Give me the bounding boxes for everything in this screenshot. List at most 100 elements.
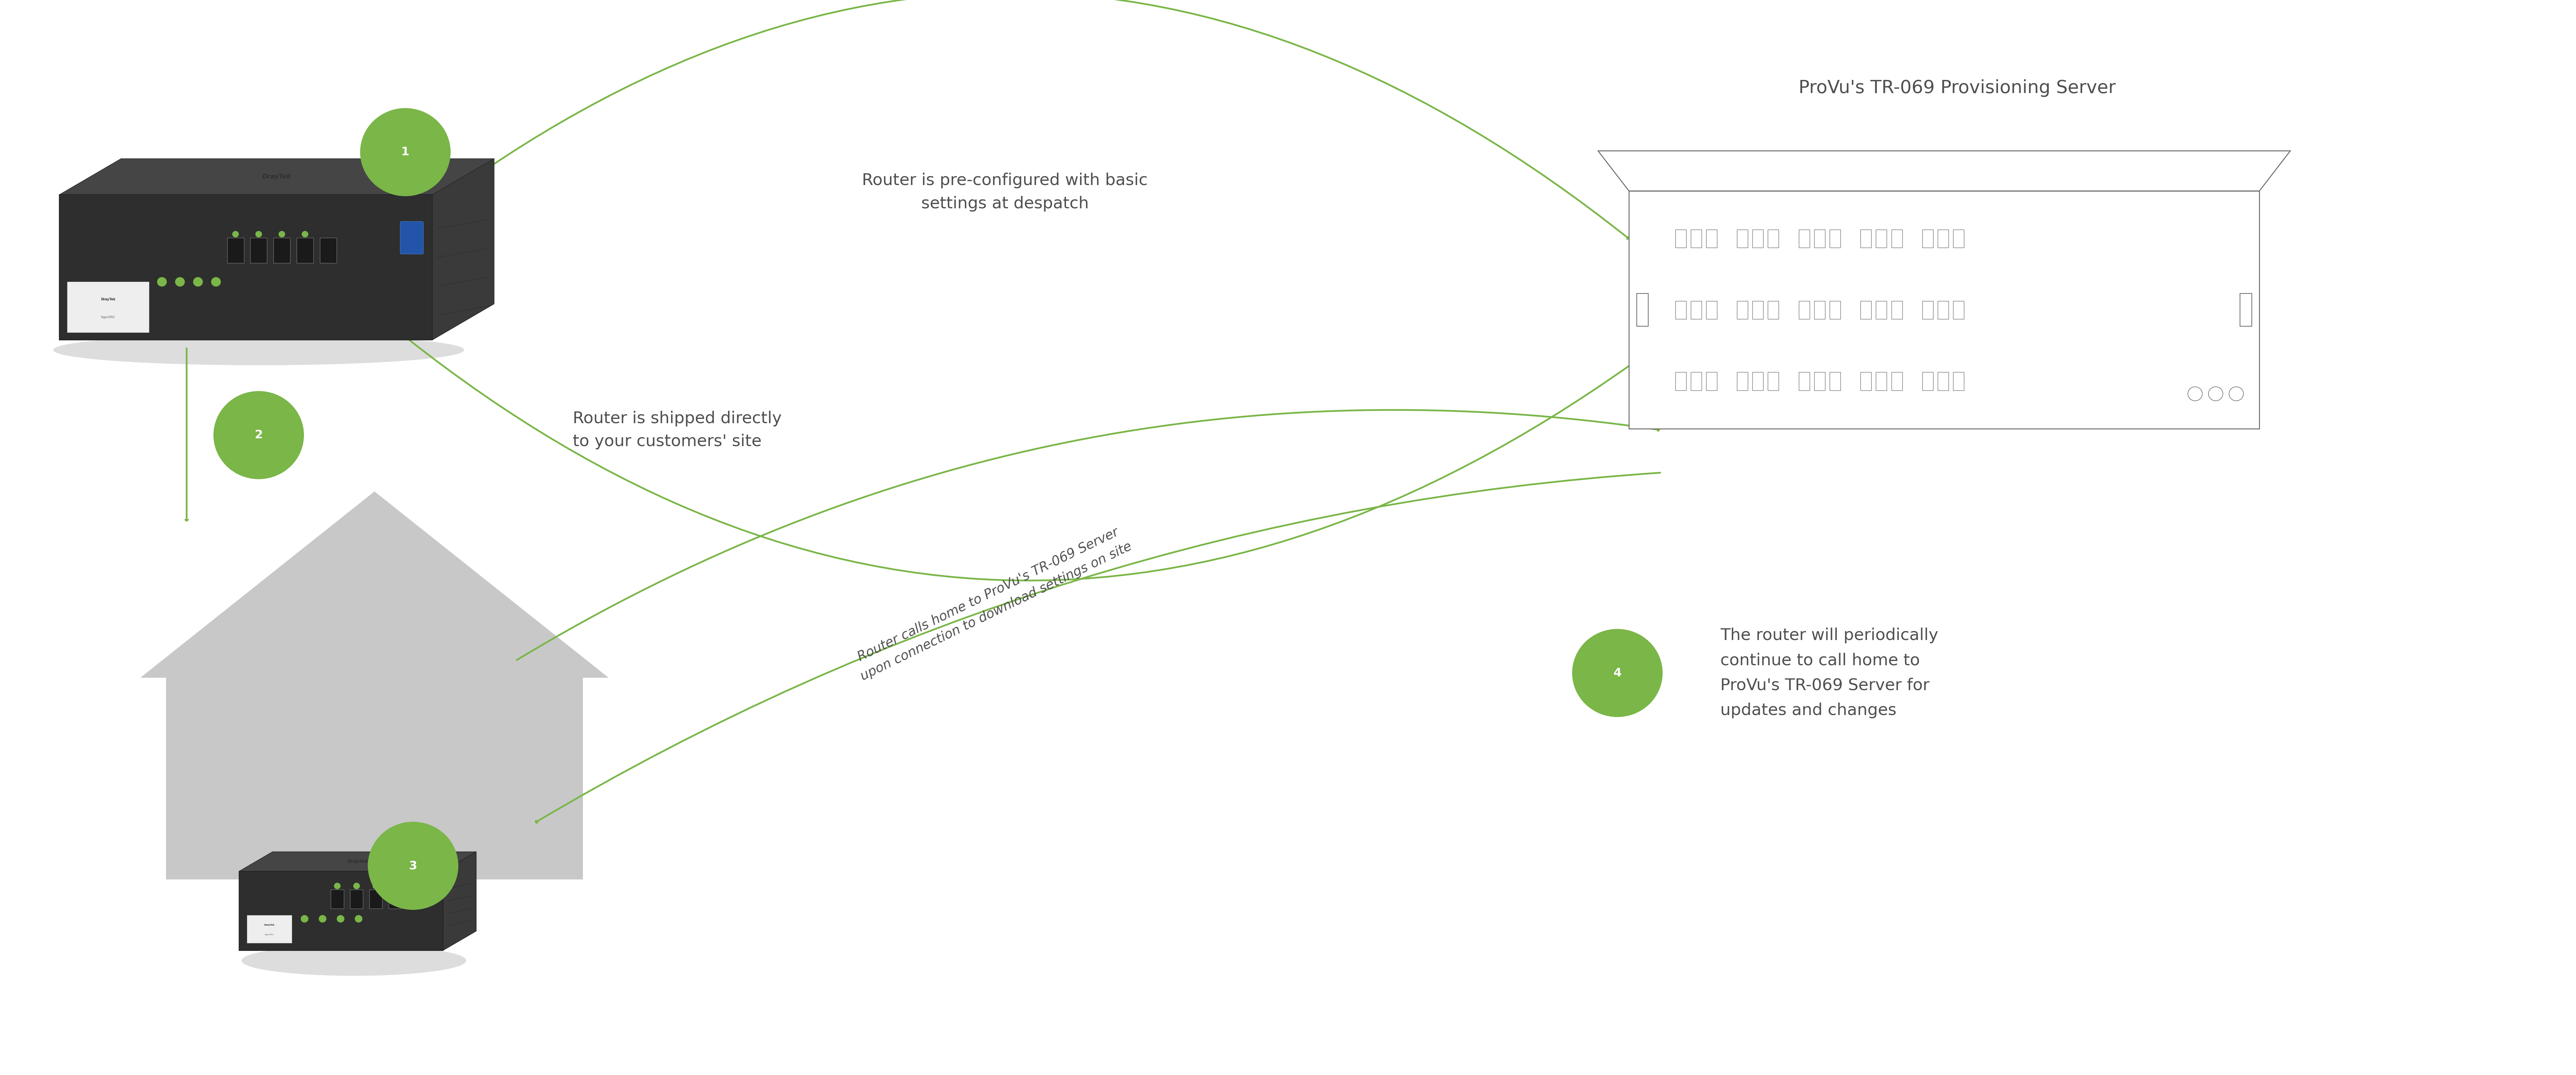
Text: DrayTek: DrayTek [348, 859, 368, 864]
Circle shape [353, 883, 361, 889]
Bar [1891, 301, 1901, 319]
Text: 3: 3 [410, 860, 417, 872]
Circle shape [193, 277, 204, 286]
Circle shape [355, 915, 363, 922]
Bar [1937, 372, 1947, 390]
Bar [330, 890, 343, 908]
Text: DrayTek: DrayTek [265, 924, 276, 926]
Circle shape [1571, 629, 1662, 717]
Bar [1690, 372, 1703, 390]
Circle shape [368, 822, 459, 909]
Bar [1705, 372, 1718, 390]
Bar [1937, 230, 1947, 247]
Bar [2241, 293, 2251, 326]
Circle shape [214, 391, 304, 479]
Text: The router will periodically
continue to call home to
ProVu's TR-069 Server for
: The router will periodically continue to… [1721, 628, 1937, 718]
Polygon shape [443, 851, 477, 950]
Bar [1767, 372, 1777, 390]
Bar [1628, 191, 2259, 429]
Circle shape [157, 277, 167, 286]
Circle shape [278, 231, 286, 238]
Bar [1736, 301, 1749, 319]
Bar [1860, 301, 1870, 319]
Bar [1829, 301, 1839, 319]
Bar [1875, 372, 1886, 390]
Bar [1891, 230, 1901, 247]
Text: 2: 2 [255, 430, 263, 441]
Bar [1891, 372, 1901, 390]
Bar [1767, 301, 1777, 319]
Bar [1814, 372, 1824, 390]
Bar [1752, 230, 1765, 247]
Circle shape [2187, 387, 2202, 401]
Polygon shape [433, 159, 495, 340]
Bar [1922, 372, 1932, 390]
Text: 1: 1 [402, 146, 410, 158]
Circle shape [392, 883, 399, 889]
Bar [1674, 372, 1687, 390]
Bar [240, 871, 443, 950]
Bar [1829, 230, 1839, 247]
Bar [1736, 230, 1749, 247]
Bar [296, 238, 314, 263]
Bar [1875, 230, 1886, 247]
Bar [1798, 372, 1808, 390]
Bar [1829, 372, 1839, 390]
Bar [250, 238, 268, 263]
Circle shape [2208, 387, 2223, 401]
Circle shape [211, 277, 222, 286]
Bar [1705, 301, 1718, 319]
Ellipse shape [242, 946, 466, 976]
Bar [1814, 301, 1824, 319]
Polygon shape [59, 159, 495, 195]
Circle shape [361, 109, 451, 196]
Text: Router calls home to ProVu's TR-069 Server
upon connection to download settings : Router calls home to ProVu's TR-069 Serv… [850, 522, 1133, 683]
Bar [1814, 230, 1824, 247]
Text: Router is shipped directly
to your customers' site: Router is shipped directly to your custo… [572, 411, 781, 449]
FancyBboxPatch shape [399, 221, 422, 254]
Bar [1752, 301, 1765, 319]
Bar [1953, 372, 1963, 390]
Bar [59, 195, 433, 340]
Ellipse shape [54, 335, 464, 366]
Polygon shape [139, 491, 608, 677]
Circle shape [255, 231, 263, 238]
Bar [1705, 230, 1718, 247]
Bar [1636, 293, 1649, 326]
Bar [1953, 301, 1963, 319]
Bar [1690, 301, 1703, 319]
Bar [67, 282, 149, 332]
Polygon shape [240, 851, 477, 871]
Bar [1798, 230, 1808, 247]
Text: Vigor2952: Vigor2952 [100, 316, 116, 318]
Bar [165, 677, 582, 879]
Bar [1860, 230, 1870, 247]
Bar [247, 915, 291, 943]
Bar [1674, 230, 1687, 247]
Text: Router is pre-configured with basic
settings at despatch: Router is pre-configured with basic sett… [863, 173, 1149, 212]
Circle shape [2228, 387, 2244, 401]
Bar [389, 890, 402, 908]
Circle shape [301, 231, 309, 238]
Circle shape [335, 883, 340, 889]
Bar [319, 238, 337, 263]
Bar [273, 238, 291, 263]
Circle shape [232, 231, 240, 238]
Bar [227, 238, 245, 263]
Bar [1752, 372, 1765, 390]
Bar [1690, 230, 1703, 247]
Text: DrayTek: DrayTek [263, 173, 291, 180]
Circle shape [374, 883, 379, 889]
Bar [1953, 230, 1963, 247]
Bar [1860, 372, 1870, 390]
FancyBboxPatch shape [410, 872, 433, 904]
Bar [1922, 301, 1932, 319]
Bar [407, 890, 420, 908]
Bar [1674, 301, 1687, 319]
Bar [368, 890, 381, 908]
Circle shape [175, 277, 185, 286]
Bar [1937, 301, 1947, 319]
Bar [1922, 230, 1932, 247]
Bar [1736, 372, 1749, 390]
Circle shape [337, 915, 345, 922]
